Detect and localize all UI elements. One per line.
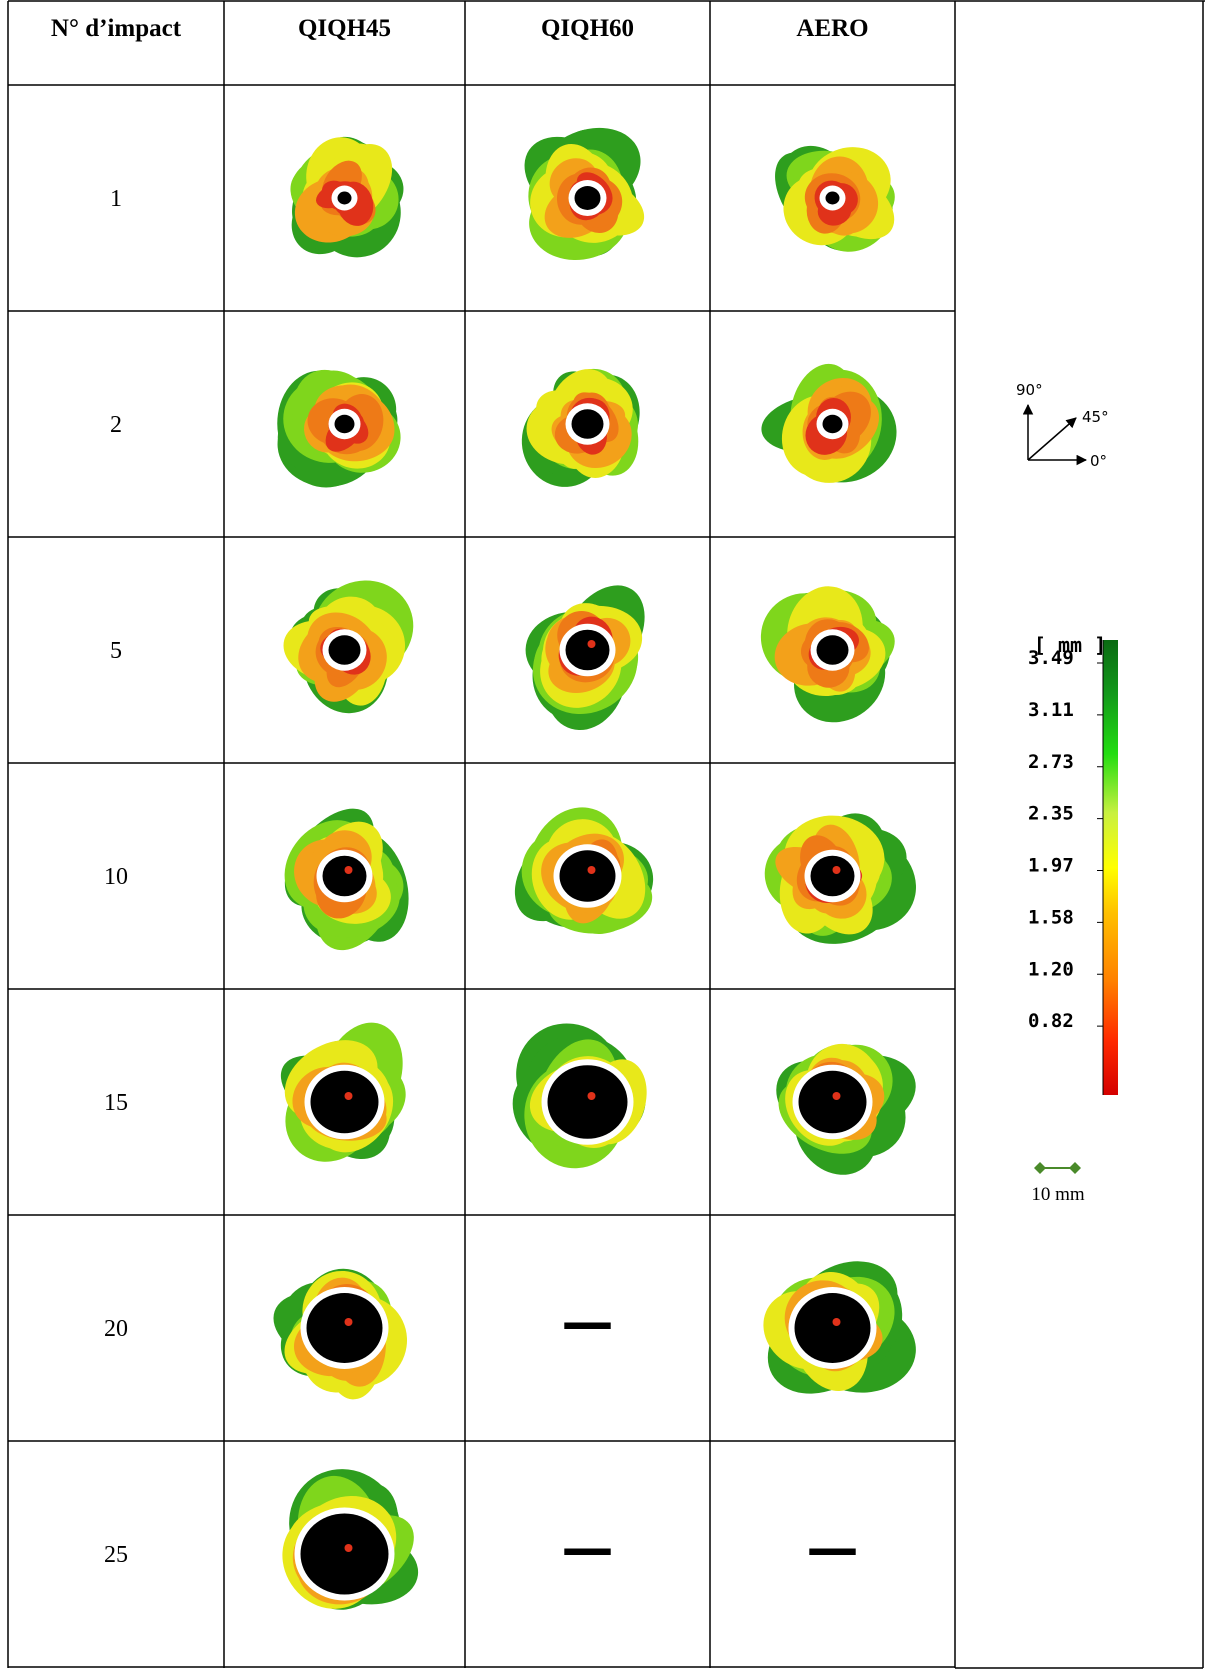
compass-label: 90° xyxy=(1016,381,1043,399)
damage-core xyxy=(798,1070,867,1134)
damage-core-spot xyxy=(344,1544,353,1552)
damage-core-spot xyxy=(344,1092,353,1100)
impact-number: 15 xyxy=(104,1090,128,1116)
damage-core xyxy=(825,191,840,205)
damage-core xyxy=(574,186,601,210)
damage-core-spot xyxy=(832,1092,841,1100)
column-header: AERO xyxy=(796,15,868,42)
legend-tick-label: 2.35 xyxy=(1028,803,1074,825)
impact-number: 10 xyxy=(104,864,128,890)
scale-bar-label: 10 mm xyxy=(1031,1184,1085,1205)
impact-number: 20 xyxy=(104,1316,128,1342)
damage-core xyxy=(328,635,361,665)
damage-core xyxy=(571,409,604,439)
damage-map xyxy=(763,1261,916,1394)
damage-map xyxy=(760,586,895,723)
damage-map xyxy=(514,807,654,934)
compass-arrow xyxy=(1027,417,1077,461)
damage-core-spot xyxy=(832,1318,841,1326)
damage-core xyxy=(794,1293,871,1363)
damage-map xyxy=(761,363,897,483)
damage-core-spot xyxy=(832,866,841,874)
impact-number: 2 xyxy=(110,412,122,438)
damage-map xyxy=(524,127,645,261)
damage-core xyxy=(337,191,352,205)
damage-core-spot xyxy=(344,866,353,874)
damage-map xyxy=(284,808,409,951)
damage-map xyxy=(273,1268,408,1400)
column-header: QIQH45 xyxy=(298,15,391,42)
damage-core xyxy=(310,1070,379,1134)
legend-tick-label: 1.20 xyxy=(1028,958,1074,980)
color-bar xyxy=(1103,640,1118,1095)
damage-map xyxy=(525,585,645,731)
damage-core xyxy=(334,414,355,434)
damage-core xyxy=(322,855,367,897)
impact-number: 1 xyxy=(110,186,122,212)
damage-core-spot xyxy=(587,640,596,648)
legend-unit: [ mm ] xyxy=(1034,633,1106,657)
damage-core xyxy=(306,1293,383,1363)
damage-map xyxy=(521,368,640,487)
legend-tick-label: 3.11 xyxy=(1028,699,1074,721)
missing-value: — xyxy=(562,1293,614,1353)
damage-core-spot xyxy=(587,866,596,874)
legend-tick-label: 0.82 xyxy=(1028,1010,1074,1032)
legend-tick-label: 1.97 xyxy=(1028,855,1074,877)
damage-core-spot xyxy=(587,1092,596,1100)
damage-core xyxy=(559,850,616,902)
damage-map xyxy=(775,145,895,252)
column-header: QIQH60 xyxy=(541,15,634,42)
damage-core xyxy=(816,635,849,665)
missing-value: — xyxy=(562,1519,614,1579)
legend-tick-label: 1.58 xyxy=(1028,906,1074,928)
damage-map xyxy=(283,580,414,714)
damage-map xyxy=(282,1469,419,1610)
damage-map xyxy=(277,369,401,488)
legend-tick-label: 2.73 xyxy=(1028,751,1074,773)
damage-map xyxy=(512,1023,647,1169)
compass-label: 45° xyxy=(1082,408,1109,426)
missing-value: — xyxy=(807,1519,859,1579)
impact-number: 25 xyxy=(104,1542,128,1568)
damage-core xyxy=(822,414,843,434)
damage-core xyxy=(810,855,855,897)
damage-map xyxy=(764,813,916,944)
damage-core-spot xyxy=(344,1318,353,1326)
scale-bar-end xyxy=(1034,1162,1046,1174)
damage-map xyxy=(280,1022,406,1162)
damage-core xyxy=(300,1513,389,1595)
column-header: N° d’impact xyxy=(51,15,182,42)
damage-core xyxy=(565,629,610,671)
damage-map xyxy=(290,136,404,258)
legend-tick-label: 3.49 xyxy=(1028,647,1074,669)
scale-bar-end xyxy=(1069,1162,1081,1174)
impact-number: 5 xyxy=(110,638,122,664)
compass-label: 0° xyxy=(1090,452,1107,470)
damage-map xyxy=(776,1043,916,1175)
damage-core xyxy=(547,1065,628,1139)
